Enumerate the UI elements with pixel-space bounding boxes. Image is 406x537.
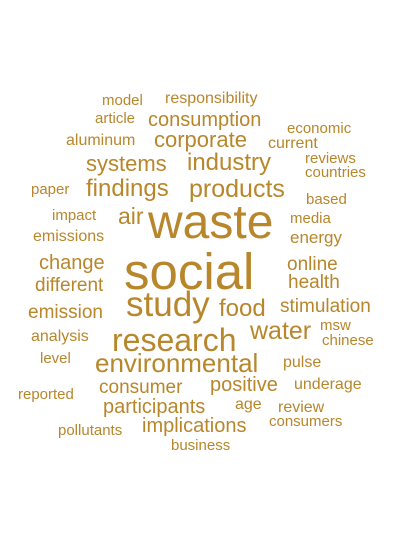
word-environmental: environmental [95, 348, 259, 378]
word-different: different [35, 275, 104, 296]
word-change: change [39, 252, 105, 274]
word-air: air [118, 203, 144, 229]
word-participants: participants [103, 396, 206, 418]
word-reviews: reviews [305, 150, 356, 167]
word-waste: waste [148, 196, 274, 249]
word-industry: industry [187, 149, 272, 176]
word-consumption: consumption [148, 109, 262, 131]
word-responsibility: responsibility [165, 90, 258, 107]
word-emission: emission [28, 302, 103, 323]
word-health: health [288, 272, 340, 293]
word-underage: underage [294, 376, 362, 393]
word-current: current [268, 135, 318, 152]
word-analysis: analysis [31, 328, 89, 345]
word-consumers: consumers [269, 413, 343, 430]
word-systems: systems [86, 151, 167, 176]
word-media: media [290, 210, 331, 227]
word-energy: energy [290, 228, 342, 247]
word-food: food [219, 295, 266, 322]
word-article: article [95, 110, 136, 127]
word-reported: reported [18, 386, 74, 403]
word-impact: impact [52, 207, 97, 224]
word-findings: findings [86, 175, 169, 202]
word-review: review [278, 399, 325, 416]
word-positive: positive [210, 374, 278, 396]
word-study: study [126, 285, 210, 324]
word-business: business [171, 437, 231, 454]
word-consumer: consumer [99, 377, 183, 398]
word-paper: paper [31, 181, 70, 198]
word-research: research [112, 322, 237, 358]
word-water: water [250, 317, 312, 345]
word-level: level [40, 350, 71, 367]
word-corporate: corporate [154, 127, 247, 152]
word-stimulation: stimulation [280, 296, 371, 317]
word-age: age [235, 396, 262, 413]
word-pollutants: pollutants [58, 422, 123, 439]
word-model: model [102, 92, 143, 109]
word-chinese: chinese [322, 332, 374, 349]
word-countries: countries [305, 164, 366, 181]
word-online: online [287, 254, 338, 275]
word-social: social [124, 243, 255, 300]
word-aluminum: aluminum [66, 132, 136, 149]
word-economic: economic [287, 120, 352, 137]
word-emissions: emissions [33, 228, 105, 245]
word-pulse: pulse [283, 354, 322, 371]
word-products: products [189, 175, 285, 203]
word-based: based [306, 191, 347, 208]
word-msw: msw [320, 317, 351, 334]
word-implications: implications [142, 415, 247, 437]
